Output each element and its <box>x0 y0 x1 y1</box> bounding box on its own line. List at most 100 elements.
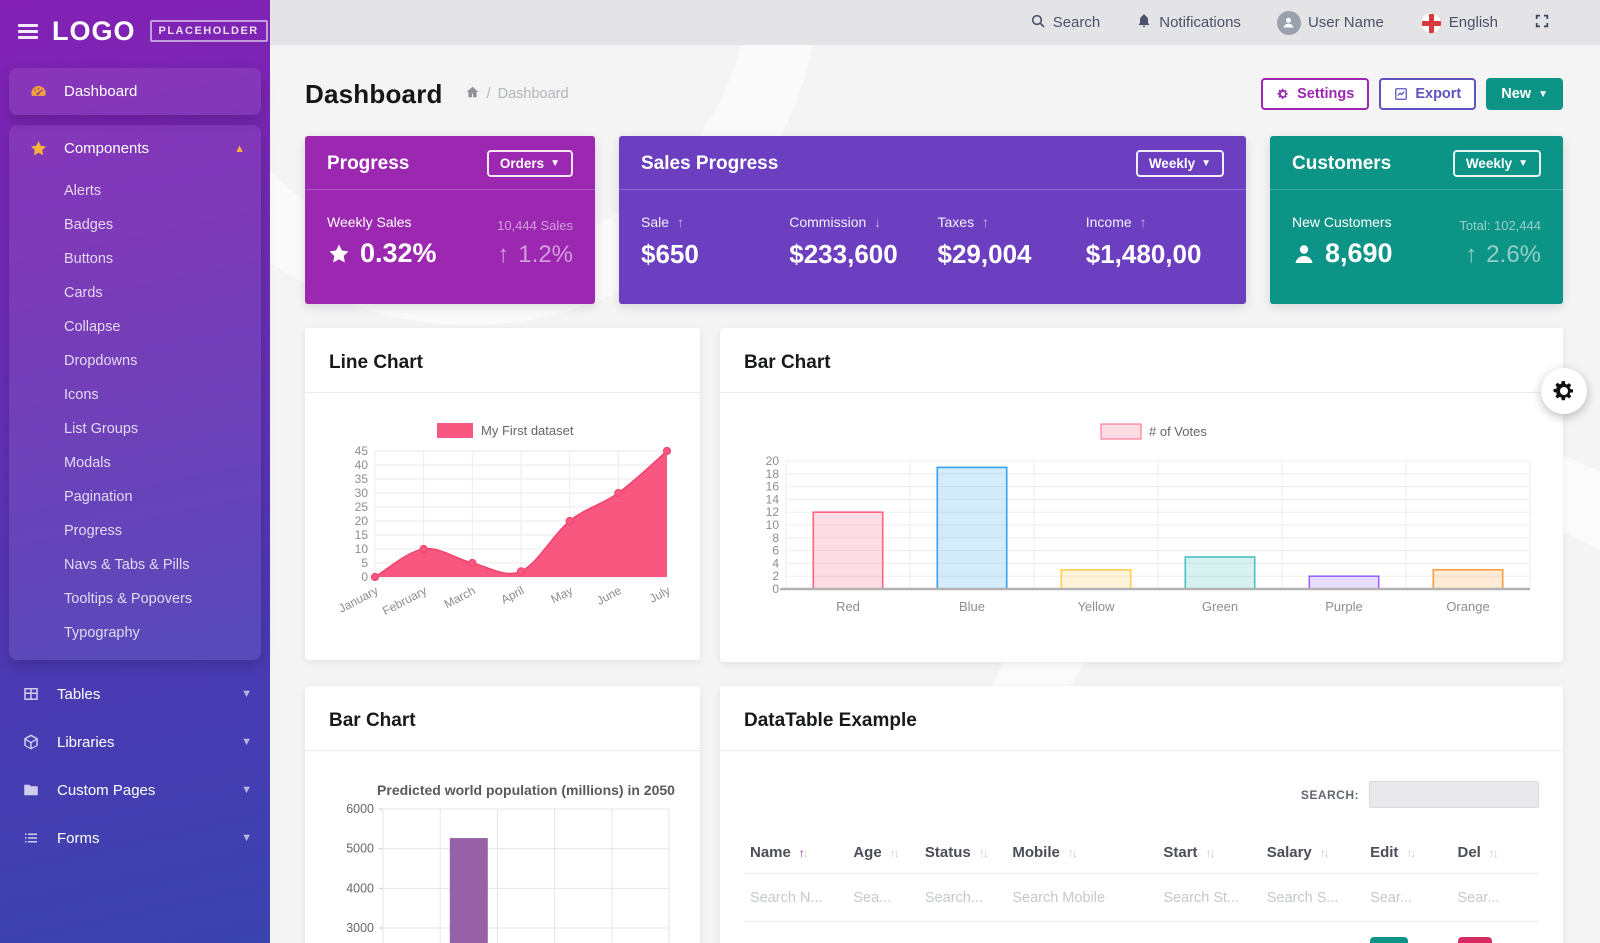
stat-value: 8,690 <box>1325 238 1393 268</box>
sidebar-subitem-icons[interactable]: Icons <box>64 387 99 403</box>
sort-icons: ↑↓ <box>889 846 900 860</box>
sidebar-item-forms[interactable]: Forms ▼ <box>9 814 261 862</box>
search-icon <box>1030 13 1046 33</box>
card-title: Customers <box>1292 152 1392 174</box>
weekly-dropdown-button[interactable]: Weekly ▼ <box>1135 150 1224 177</box>
bell-icon <box>1136 13 1152 33</box>
svg-text:March: March <box>442 583 478 611</box>
svg-text:20: 20 <box>766 454 780 468</box>
cell-mobile: +03(912364578) <box>1006 921 1158 943</box>
topbar-notifications[interactable]: Notifications <box>1136 13 1241 33</box>
list-icon <box>18 829 44 847</box>
stat-side-label: Total: 102,444 <box>1459 218 1541 233</box>
sidebar-item-dashboard[interactable]: Dashboard <box>9 68 261 115</box>
gear-icon <box>1553 381 1573 401</box>
svg-text:Blue: Blue <box>959 599 985 614</box>
filter-input-status[interactable] <box>924 890 995 906</box>
sort-icons: ↑↓ <box>1319 846 1330 860</box>
column-header-mobile[interactable]: Mobile ↑↓ <box>1006 832 1158 874</box>
sidebar-subitem-list-groups[interactable]: List Groups <box>64 421 139 437</box>
delete-button[interactable] <box>1457 937 1492 943</box>
sidebar-subitem-modals[interactable]: Modals <box>64 455 111 471</box>
sidebar-subitem-progress[interactable]: Progress <box>64 523 123 539</box>
svg-text:Purple: Purple <box>1325 599 1363 614</box>
table-search-input[interactable] <box>1369 781 1539 808</box>
export-button[interactable]: Export <box>1379 78 1477 110</box>
sort-icons: ↑↓ <box>1406 846 1416 860</box>
card-title: Line Chart <box>329 352 423 373</box>
svg-text:6: 6 <box>772 544 779 558</box>
sidebar-subitem-typography[interactable]: Typography <box>64 625 140 641</box>
filter-input-start[interactable] <box>1163 890 1248 906</box>
settings-button[interactable]: Settings <box>1261 78 1370 110</box>
svg-text:Yellow: Yellow <box>1077 599 1115 614</box>
app-logo[interactable]: LOGO <box>52 15 136 46</box>
bar-chart: Predicted world population (millions) in… <box>346 782 675 943</box>
arrow-up-icon: ↑ <box>676 214 684 230</box>
column-header-del[interactable]: Del ↑↓ <box>1451 832 1539 874</box>
new-button[interactable]: New ▼ <box>1486 78 1563 110</box>
sidebar-item-components[interactable]: Components ▲ <box>9 125 261 172</box>
arrow-up-icon: ↑ <box>1139 214 1147 230</box>
topbar-language[interactable]: English <box>1419 11 1498 34</box>
sort-icons: ↑↓ <box>1067 846 1078 860</box>
sidebar-item-tables[interactable]: Tables ▼ <box>9 670 261 718</box>
sidebar-subitem-alerts[interactable]: Alerts <box>64 183 102 199</box>
weekly-dropdown-button[interactable]: Weekly ▼ <box>1452 150 1541 177</box>
sidebar-subitem-pagination[interactable]: Pagination <box>64 489 133 505</box>
sidebar-subitem-collapse[interactable]: Collapse <box>64 319 121 335</box>
sidebar-subitem-buttons[interactable]: Buttons <box>64 251 114 267</box>
sidebar-subitem-cards[interactable]: Cards <box>64 285 103 301</box>
sidebar-item-libraries[interactable]: Libraries ▼ <box>9 718 261 766</box>
filter-input-del[interactable] <box>1457 890 1527 906</box>
caret-down-icon: ▼ <box>1201 158 1211 169</box>
theme-settings-fab[interactable] <box>1541 368 1587 414</box>
svg-text:6000: 6000 <box>346 802 374 816</box>
topbar-user[interactable]: User Name <box>1276 10 1384 35</box>
svg-text:12: 12 <box>766 505 780 519</box>
cell-name: Armagan <box>744 921 848 943</box>
sidebar-nav: Dashboard Components ▲ Alerts Badges Butto… <box>0 62 270 862</box>
population-bar-chart-card: Bar Chart Predicted world population (mi… <box>305 686 700 943</box>
avatar <box>1276 10 1301 35</box>
sidebar-item-label: Custom Pages <box>57 781 156 799</box>
svg-text:February: February <box>380 583 429 618</box>
column-header-name[interactable]: Name ↑↓ <box>744 832 848 874</box>
column-header-age[interactable]: Age ↑↓ <box>847 832 919 874</box>
sidebar-subitem-dropdowns[interactable]: Dropdowns <box>64 353 138 369</box>
edit-button[interactable] <box>1370 937 1409 943</box>
filter-input-salary[interactable] <box>1266 890 1351 906</box>
svg-text:0: 0 <box>361 570 368 584</box>
sidebar-item-label: Dashboard <box>64 83 138 100</box>
menu-toggle-icon[interactable] <box>18 23 38 39</box>
svg-text:35: 35 <box>355 472 369 486</box>
column-header-salary[interactable]: Salary ↑↓ <box>1260 832 1365 874</box>
orders-dropdown-button[interactable]: Orders ▼ <box>486 150 573 177</box>
filter-input-edit[interactable] <box>1370 890 1440 906</box>
cell-start: 2011/04/24 <box>1157 921 1261 943</box>
sort-icons: ↑↓ <box>1205 846 1216 860</box>
breadcrumb[interactable]: / Dashboard <box>465 85 569 103</box>
stat-side-label: 10,444 Sales <box>497 218 573 233</box>
cell-status: Primary <box>918 921 1007 943</box>
column-header-edit[interactable]: Edit ↑↓ <box>1364 832 1452 874</box>
sidebar-subitem-navs-tabs-pills[interactable]: Navs & Tabs & Pills <box>64 557 190 573</box>
topbar-search[interactable]: Search <box>1030 13 1100 33</box>
filter-input-mobile[interactable] <box>1012 890 1141 906</box>
svg-text:14: 14 <box>766 492 780 506</box>
sidebar-item-label: Libraries <box>57 733 115 751</box>
sidebar-subitem-badges[interactable]: Badges <box>64 217 114 233</box>
sidebar-item-custom-pages[interactable]: Custom Pages ▼ <box>9 766 261 814</box>
fullscreen-toggle[interactable] <box>1534 13 1550 33</box>
stat-side-value: 2.6% <box>1486 241 1541 268</box>
svg-text:16: 16 <box>766 480 780 494</box>
stat-value: 0.32% <box>360 238 437 268</box>
filter-input-age[interactable] <box>853 890 909 906</box>
svg-text:4000: 4000 <box>346 881 374 895</box>
data-table: Name ↑↓ Age ↑↓ Status ↑↓ Mobile ↑↓ Start ↑↓ Salary… <box>744 832 1539 943</box>
column-header-status[interactable]: Status ↑↓ <box>918 832 1007 874</box>
column-header-start[interactable]: Start ↑↓ <box>1157 832 1261 874</box>
sidebar-subitem-tooltips-popovers[interactable]: Tooltips & Popovers <box>64 591 193 607</box>
sort-icons: ↑↓ <box>1488 846 1499 860</box>
filter-input-name[interactable] <box>750 890 835 906</box>
